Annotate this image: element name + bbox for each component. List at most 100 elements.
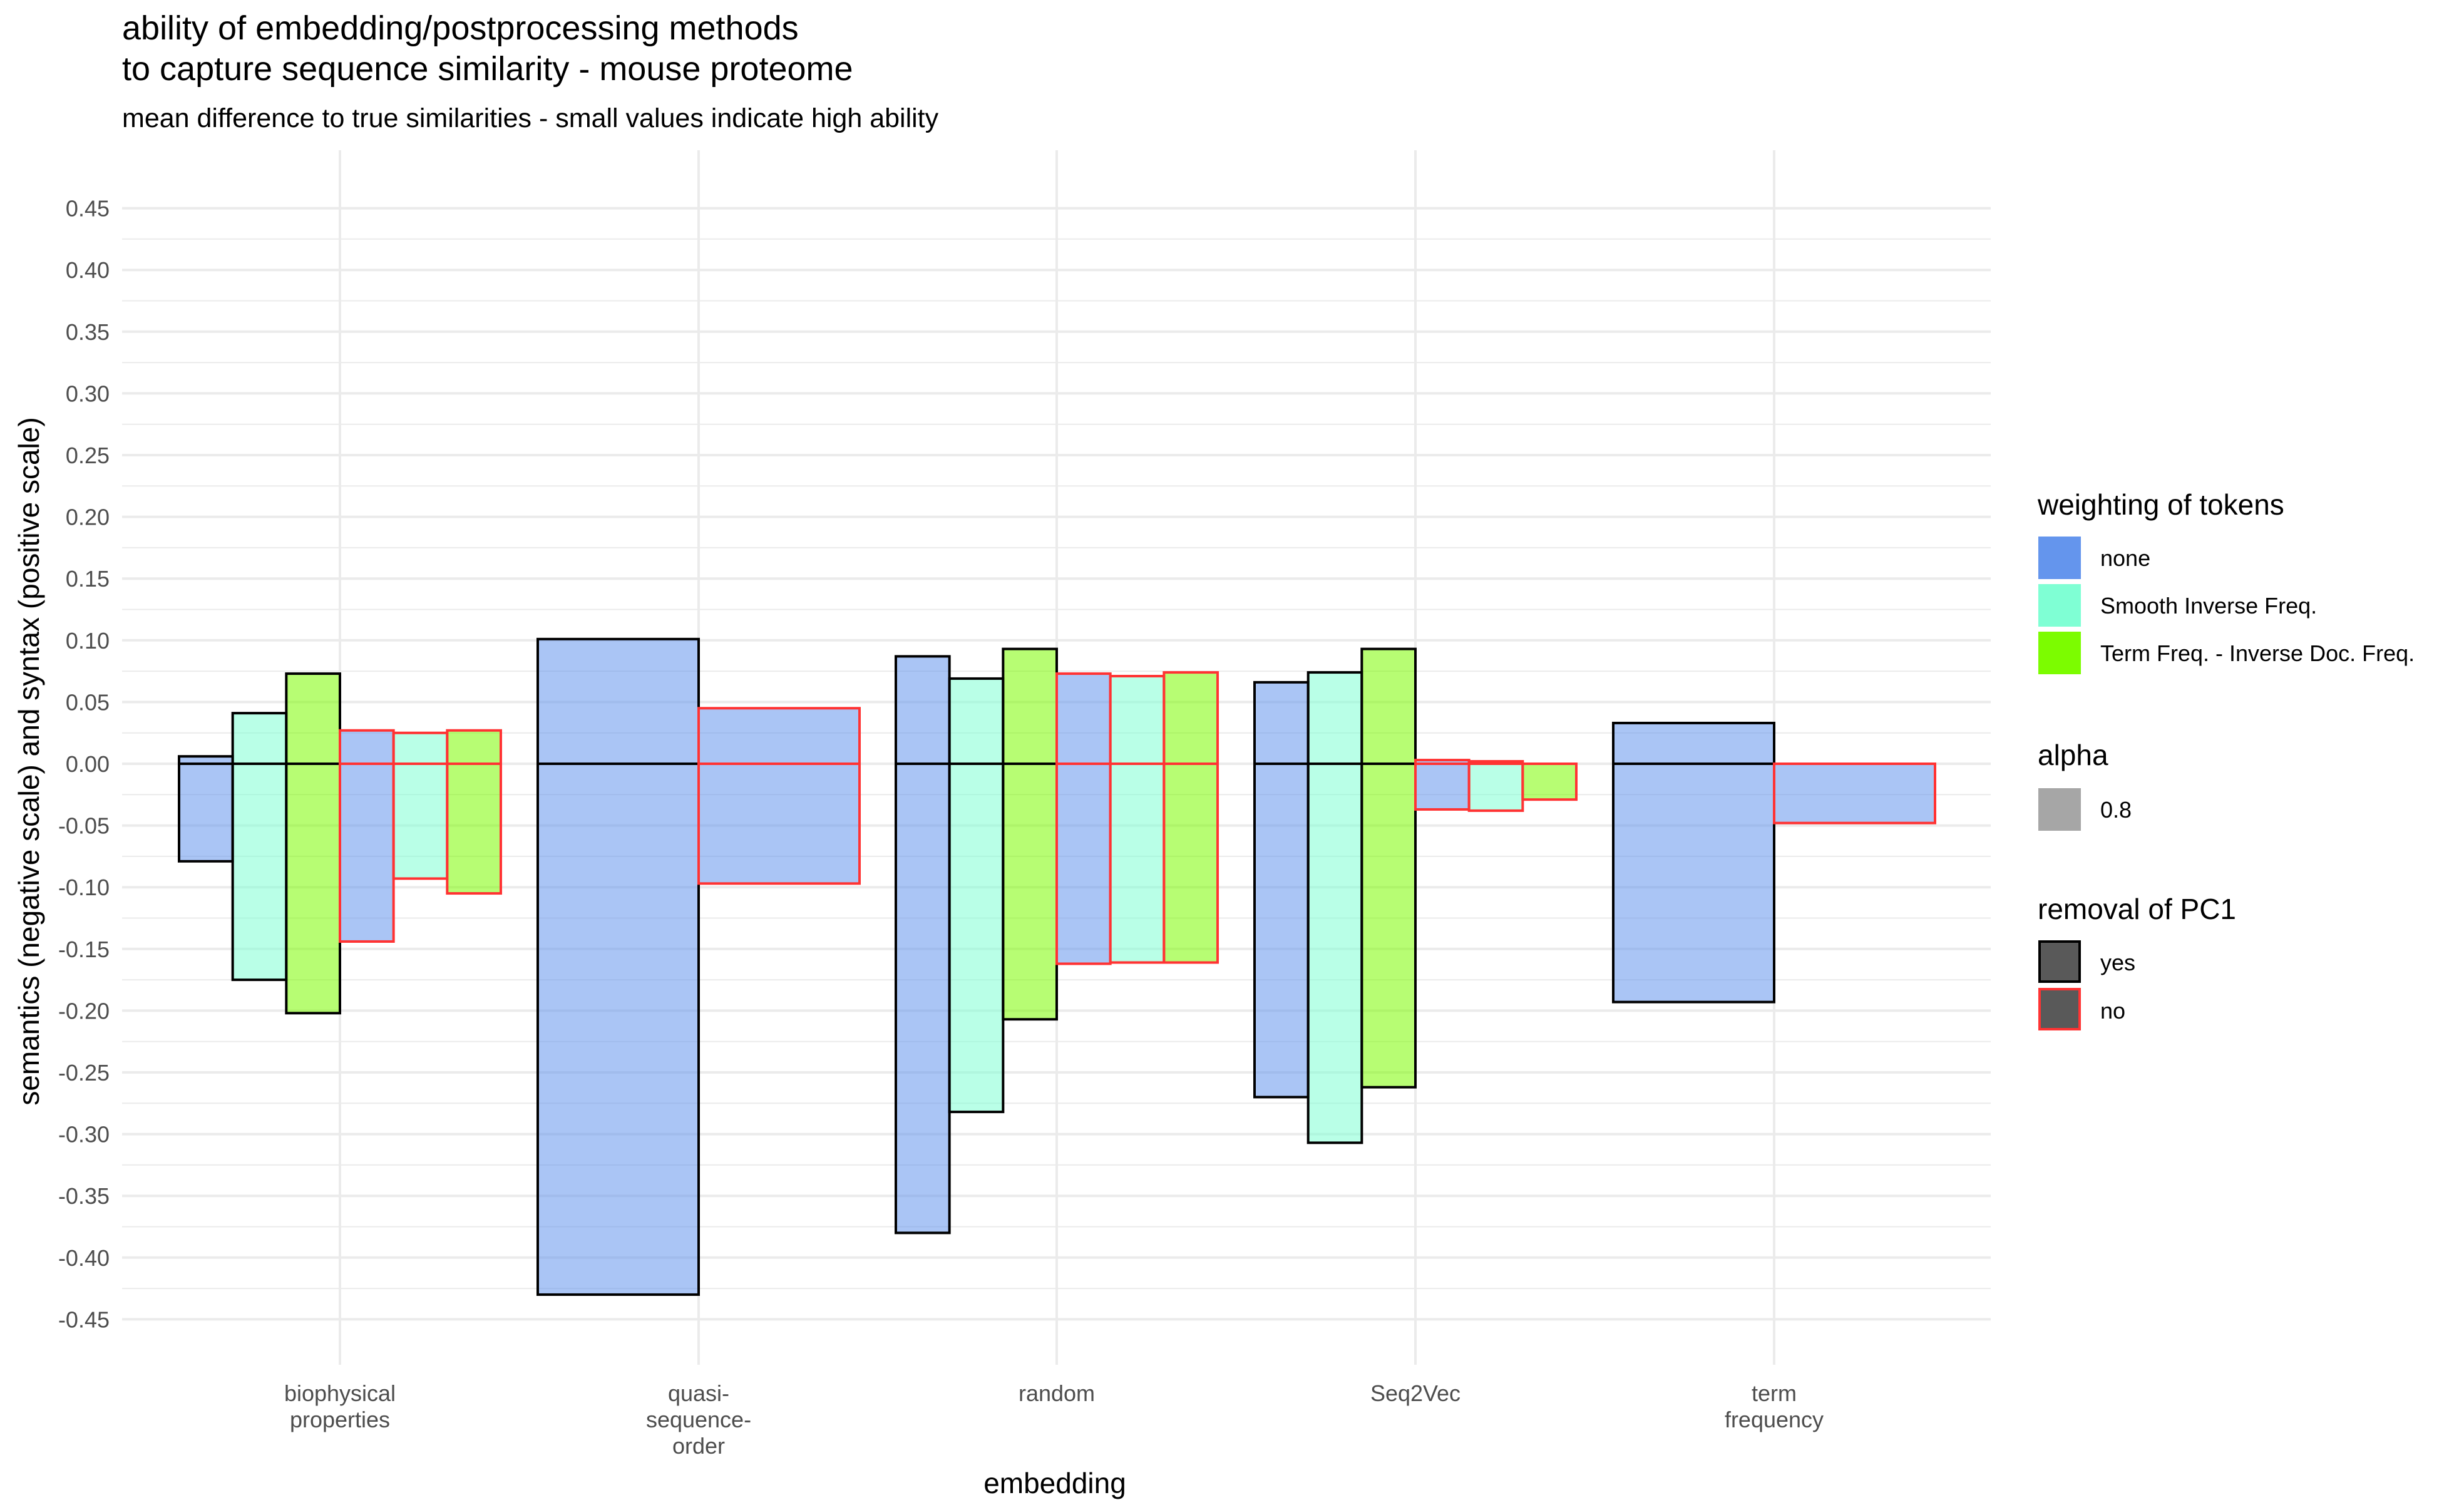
legend-item-none: none: [2038, 537, 2150, 579]
y-tick-label: -0.30: [58, 1122, 110, 1148]
y-tick-label: -0.15: [58, 937, 110, 962]
bar-rect: [1055, 672, 1112, 965]
bar-term-none-pc1-no: [1773, 763, 1936, 824]
bar-rect: [392, 731, 449, 880]
legend-item-sif: Smooth Inverse Freq.: [2038, 584, 2317, 627]
y-tick-label: 0.20: [66, 505, 110, 530]
y-tick-label: -0.25: [58, 1060, 110, 1086]
bar-rect: [339, 729, 395, 943]
x-tick-label-line: sequence-: [646, 1407, 751, 1432]
y-tick-label: 0.10: [66, 628, 110, 654]
bar-rect: [1521, 763, 1578, 801]
x-tick-label-random: random: [1019, 1380, 1095, 1406]
legend-title-alpha: alpha: [2038, 739, 2108, 771]
x-tick-label-line: frequency: [1725, 1407, 1824, 1432]
y-tick-label: -0.35: [58, 1183, 110, 1209]
bar-random-tfidf-pc1-yes: [1002, 647, 1059, 1021]
y-axis-title: semantics (negative scale) and syntax (p…: [13, 417, 45, 1105]
bar-biophysical-sif-pc1-no: [392, 731, 449, 880]
legend-swatch-tfidf: [2038, 632, 2081, 674]
x-tick-label-line: properties: [290, 1407, 390, 1432]
y-tick-label: 0.45: [66, 196, 110, 222]
bar-rect: [1360, 647, 1417, 1089]
legend-item-alpha: 0.8: [2038, 788, 2132, 831]
bars: [178, 637, 1936, 1296]
bar-rect: [446, 729, 502, 895]
x-tick-label-quasi: quasi-sequence-order: [646, 1380, 751, 1459]
y-tick-label: 0.15: [66, 566, 110, 592]
bar-rect: [1002, 647, 1059, 1021]
x-tick-label-line: quasi-: [668, 1380, 729, 1406]
bar-seq2vec-none-pc1-yes: [1253, 681, 1310, 1099]
bar-rect: [231, 712, 288, 982]
bar-rect: [536, 637, 700, 1296]
legend-swatch-alpha: [2038, 788, 2081, 831]
legend-swatch-sif: [2038, 584, 2081, 627]
x-tick-label-biophysical: biophysical properties: [284, 1380, 396, 1432]
bar-rect: [1109, 674, 1166, 964]
legend-title-weighting: weighting of tokens: [2037, 488, 2284, 521]
bar-seq2vec-sif-pc1-yes: [1306, 671, 1363, 1144]
bar-biophysical-tfidf-pc1-yes: [285, 672, 342, 1015]
bar-rect: [1612, 721, 1775, 1004]
bar-random-tfidf-pc1-no: [1163, 671, 1219, 964]
x-axis-title: embedding: [983, 1467, 1126, 1499]
x-axis-ticks: biophysical properties quasi-sequence-orde…: [284, 1380, 1824, 1459]
legend: weighting of tokens none Smooth Inverse …: [2037, 488, 2415, 1030]
legend-item-yes: yes: [2038, 940, 2135, 983]
bar-rect: [1414, 759, 1471, 811]
x-tick-label-line: order: [672, 1433, 725, 1459]
bar-seq2vec-sif-pc1-no: [1467, 760, 1524, 812]
bar-rect: [697, 707, 861, 885]
x-tick-label-line: Seq2Vec: [1370, 1380, 1460, 1406]
bar-biophysical-none-pc1-no: [339, 729, 395, 943]
legend-item-tfidf: Term Freq. - Inverse Doc. Freq.: [2038, 632, 2415, 674]
y-tick-label: 0.30: [66, 381, 110, 406]
y-tick-label: 0.00: [66, 751, 110, 777]
chart-title: ability of embedding/postprocessing meth…: [122, 9, 853, 88]
bar-seq2vec-none-pc1-no: [1414, 759, 1471, 811]
bar-biophysical-none-pc1-yes: [178, 755, 234, 863]
x-tick-label-term: term frequency: [1725, 1380, 1824, 1432]
bar-rect: [895, 655, 951, 1235]
bar-random-sif-pc1-yes: [948, 677, 1005, 1114]
legend-title-pc1: removal of PC1: [2038, 893, 2236, 925]
legend-label-no: no: [2100, 998, 2125, 1024]
legend-swatch-no: [2038, 988, 2081, 1030]
legend-label-none: none: [2100, 545, 2150, 571]
y-tick-label: 0.25: [66, 443, 110, 468]
x-tick-label-line: biophysical: [284, 1380, 396, 1406]
bar-random-none-pc1-no: [1055, 672, 1112, 965]
bar-rect: [1306, 671, 1363, 1144]
y-tick-label: -0.20: [58, 998, 110, 1024]
chart-title-line-1: ability of embedding/postprocessing meth…: [122, 9, 799, 47]
bar-seq2vec-tfidf-pc1-no: [1521, 763, 1578, 801]
x-tick-label-line: random: [1019, 1380, 1095, 1406]
bar-random-none-pc1-yes: [895, 655, 951, 1235]
legend-label-sif: Smooth Inverse Freq.: [2100, 593, 2317, 619]
bar-quasi-none-pc1-no: [697, 707, 861, 885]
legend-label-alpha: 0.8: [2100, 797, 2132, 823]
bar-quasi-none-pc1-yes: [536, 637, 700, 1296]
bar-rect: [948, 677, 1005, 1114]
y-tick-label: -0.10: [58, 875, 110, 900]
x-tick-label-seq2vec: Seq2Vec: [1370, 1380, 1460, 1406]
bar-biophysical-tfidf-pc1-no: [446, 729, 502, 895]
y-axis-ticks: 0.45 0.40 0.35 0.30 0.25 0.20 0.15 0.10 0.05 0.00…: [58, 196, 110, 1333]
chart-subtitle: mean difference to true similarities - s…: [122, 103, 939, 133]
legend-label-tfidf: Term Freq. - Inverse Doc. Freq.: [2100, 640, 2415, 666]
bar-rect: [1253, 681, 1310, 1099]
bar-biophysical-sif-pc1-yes: [231, 712, 288, 982]
bar-rect: [178, 755, 234, 863]
y-tick-label: 0.35: [66, 319, 110, 345]
y-tick-label: 0.05: [66, 689, 110, 715]
bar-term-none-pc1-yes: [1612, 721, 1775, 1004]
bar-seq2vec-tfidf-pc1-yes: [1360, 647, 1417, 1089]
y-tick-label: -0.05: [58, 813, 110, 839]
legend-swatch-yes: [2038, 940, 2081, 983]
legend-label-yes: yes: [2100, 950, 2135, 975]
chart-title-line-2: to capture sequence similarity - mouse p…: [122, 50, 853, 88]
y-tick-label: 0.40: [66, 257, 110, 283]
legend-swatch-none: [2038, 537, 2081, 579]
